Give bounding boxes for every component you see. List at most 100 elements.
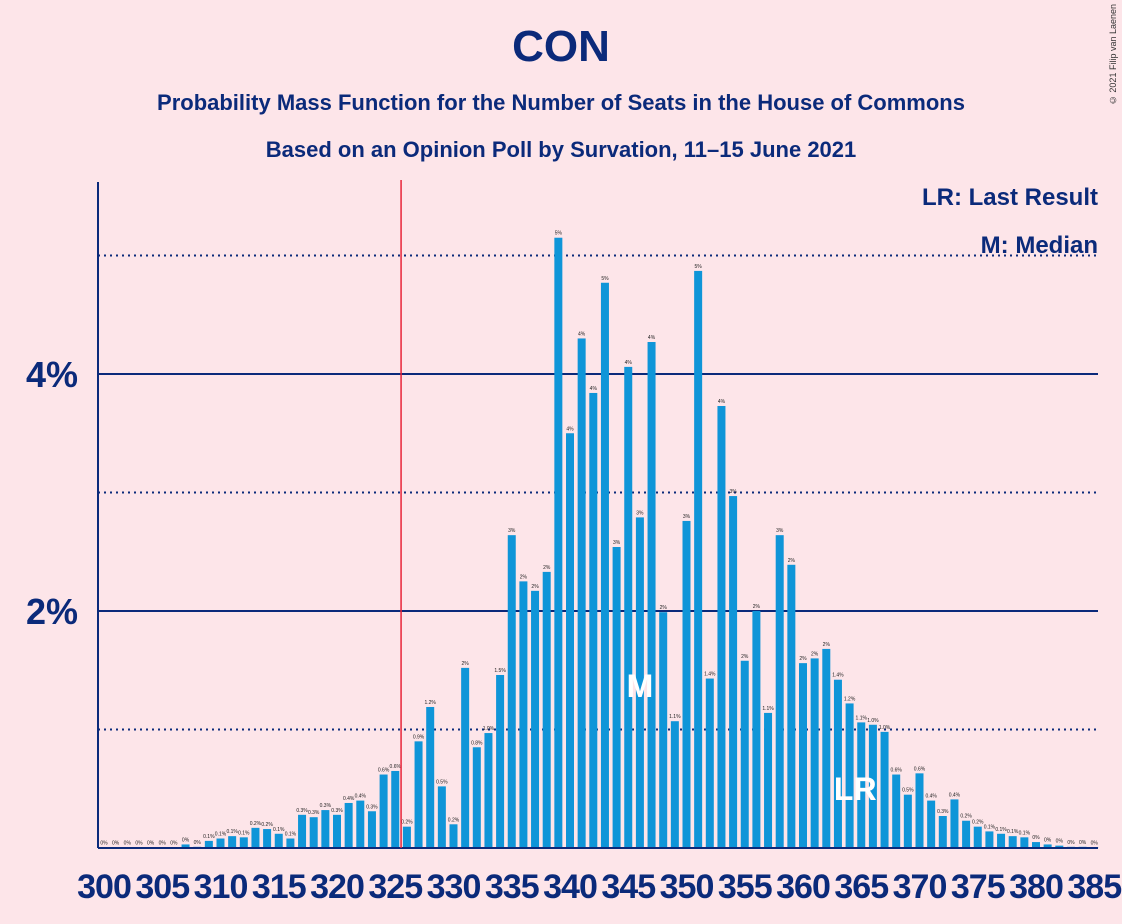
bar-value-label: 2% <box>811 651 819 657</box>
median-marker: M <box>627 668 654 704</box>
bar <box>1055 845 1064 848</box>
bar-value-label: 0.2% <box>972 820 984 826</box>
bar-value-label: 0.1% <box>984 824 996 830</box>
bar-value-label: 0.3% <box>320 803 332 809</box>
bar-value-label: 0.3% <box>937 809 949 815</box>
bar <box>461 667 470 848</box>
bar <box>472 747 481 848</box>
bar <box>519 581 528 848</box>
bar-value-label: 5% <box>555 231 563 237</box>
bar-value-label: 0.6% <box>914 766 926 772</box>
bar <box>694 270 703 848</box>
bar <box>274 833 283 848</box>
bar-value-label: 0% <box>1056 839 1064 845</box>
bar-value-label: 0.1% <box>1007 829 1019 835</box>
bar <box>286 838 295 848</box>
bar <box>903 794 912 848</box>
legend-median: M: Median <box>980 232 1098 259</box>
bar-value-label: 3% <box>508 528 516 534</box>
bar <box>263 829 272 848</box>
bar <box>333 814 341 848</box>
bar <box>635 517 644 848</box>
bar <box>344 802 353 848</box>
bar-value-label: 0.1% <box>238 830 250 836</box>
bar <box>1032 842 1040 848</box>
bar-value-label: 0.3% <box>308 810 320 816</box>
bar-value-label: 0% <box>182 837 190 843</box>
bar-value-label: 0% <box>1067 840 1075 846</box>
bar-value-label: 0.1% <box>995 827 1007 833</box>
bar-value-label: 0.3% <box>366 804 378 810</box>
bar <box>810 658 819 848</box>
bar-value-label: 0% <box>100 840 108 846</box>
bar-value-label: 0.5% <box>436 779 448 785</box>
bar-value-label: 0% <box>147 840 155 846</box>
bar-value-label: 4% <box>566 426 574 432</box>
bar-value-label: 0.6% <box>378 768 390 774</box>
bar <box>356 800 365 848</box>
bar-value-label: 1.1% <box>669 714 681 720</box>
bar-value-label: 2% <box>543 565 551 571</box>
bar <box>507 535 516 848</box>
bar <box>577 338 586 848</box>
bar-value-label: 3% <box>683 514 691 520</box>
bar-value-label: 0.5% <box>902 788 914 794</box>
bar-value-label: 0.4% <box>343 796 355 802</box>
bar-value-label: 2% <box>741 654 749 660</box>
bar-value-label: 0% <box>1032 835 1040 841</box>
bar-value-label: 0.2% <box>261 822 273 828</box>
bar-value-label: 1.1% <box>762 706 774 712</box>
bar-value-label: 0.1% <box>285 832 297 838</box>
bar <box>449 824 458 848</box>
chart-subtitle: Probability Mass Function for the Number… <box>157 90 965 115</box>
bar <box>204 840 213 848</box>
bar-value-label: 0.2% <box>250 821 262 827</box>
bar <box>437 786 446 848</box>
bar-value-label: 4% <box>578 331 586 337</box>
bar <box>938 816 947 848</box>
bar-value-label: 0.1% <box>215 832 227 838</box>
bar-value-label: 0.8% <box>471 740 483 746</box>
bar <box>309 817 318 848</box>
bar <box>857 722 866 848</box>
bar-value-label: 4% <box>718 399 726 405</box>
bar <box>367 811 376 848</box>
bar-value-label: 0.1% <box>273 827 285 833</box>
bar <box>1008 836 1017 848</box>
x-tick-label: 320 <box>310 868 364 906</box>
bar-value-label: 2% <box>788 558 796 564</box>
bar <box>927 800 936 848</box>
bar <box>554 237 563 849</box>
bar-value-label: 0.6% <box>890 768 902 774</box>
x-tick-label: 315 <box>252 868 306 906</box>
x-tick-label: 380 <box>1009 868 1063 906</box>
bar-value-label: 0.6% <box>390 764 402 770</box>
bar <box>997 833 1006 848</box>
bar <box>298 814 307 848</box>
last-result-marker: LR <box>834 771 877 807</box>
bar-value-label: 3% <box>636 510 644 516</box>
chart-title: CON <box>512 22 610 71</box>
bar <box>402 826 411 848</box>
x-tick-label: 305 <box>135 868 189 906</box>
bar <box>740 660 749 848</box>
bar-value-label: 0.3% <box>331 808 343 814</box>
bar-value-label: 0% <box>159 840 167 846</box>
bar-value-label: 1.2% <box>424 700 436 706</box>
bar-value-label: 0.9% <box>413 734 425 740</box>
bar <box>1020 837 1029 848</box>
bar <box>379 774 388 848</box>
x-tick-label: 350 <box>660 868 714 906</box>
legend-last-result: LR: Last Result <box>921 184 1098 211</box>
bar <box>531 590 540 848</box>
bar <box>717 405 726 848</box>
bar-value-label: 2% <box>462 661 470 667</box>
bar-value-label: 4% <box>625 360 633 366</box>
bar-value-label: 0.2% <box>448 817 460 823</box>
bar <box>845 703 854 848</box>
bar-value-label: 2% <box>660 605 668 611</box>
bar-value-label: 0% <box>135 840 143 846</box>
bar <box>822 648 831 848</box>
bar <box>612 547 621 848</box>
